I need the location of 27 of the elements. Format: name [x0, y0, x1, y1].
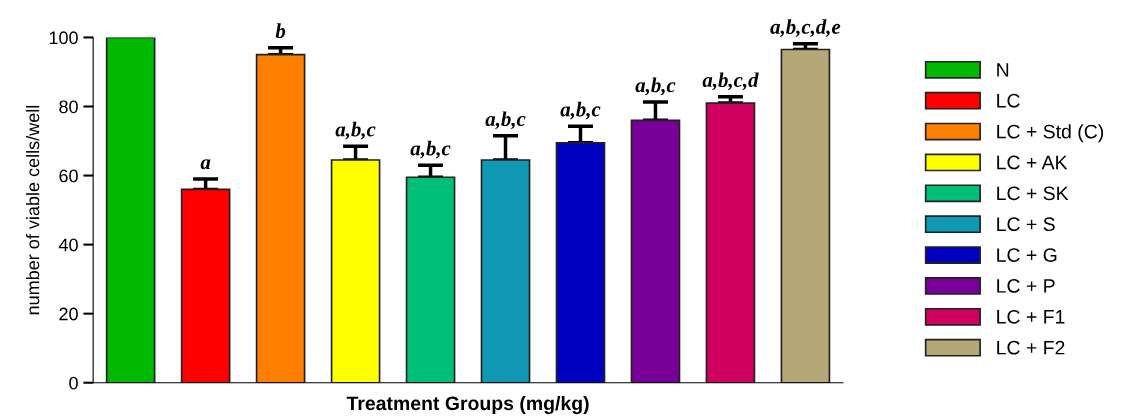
- legend-label: LC + G: [997, 248, 1057, 262]
- legend-label: LC + F2: [997, 340, 1065, 355]
- data-label: a,b,c: [485, 111, 526, 130]
- y-tick-label: 40: [58, 238, 78, 252]
- data-label: a,b,c: [335, 121, 376, 140]
- legend-label: LC + F1: [997, 309, 1065, 324]
- legend-label: LC + S: [997, 217, 1055, 232]
- data-label: a: [200, 159, 211, 170]
- data-label: a,b,c: [560, 101, 601, 120]
- data-label: a,b,c: [635, 77, 676, 96]
- y-tick-label: 0: [69, 376, 78, 390]
- x-axis-title: Treatment Groups (mg/kg): [346, 395, 589, 415]
- data-label: b: [275, 23, 286, 39]
- data-label: a,b,c,d,e: [770, 19, 841, 37]
- legend-label: LC + SK: [997, 186, 1069, 201]
- y-tick-label: 60: [59, 169, 78, 183]
- y-tick-label: 80: [59, 100, 78, 114]
- legend-label: LC + P: [997, 279, 1055, 293]
- y-tick-label: 100: [49, 31, 78, 45]
- legend-label: N: [997, 63, 1009, 77]
- y-tick-label: 20: [59, 307, 78, 321]
- data-label: a,b,c: [410, 140, 451, 159]
- legend-label: LC + Std (C): [997, 124, 1104, 143]
- legend-label: LC: [997, 93, 1020, 108]
- data-label: a,b,c,d: [702, 72, 759, 91]
- y-axis-title: number of viable cells/well: [26, 105, 40, 315]
- legend-label: LC + AK: [997, 155, 1068, 170]
